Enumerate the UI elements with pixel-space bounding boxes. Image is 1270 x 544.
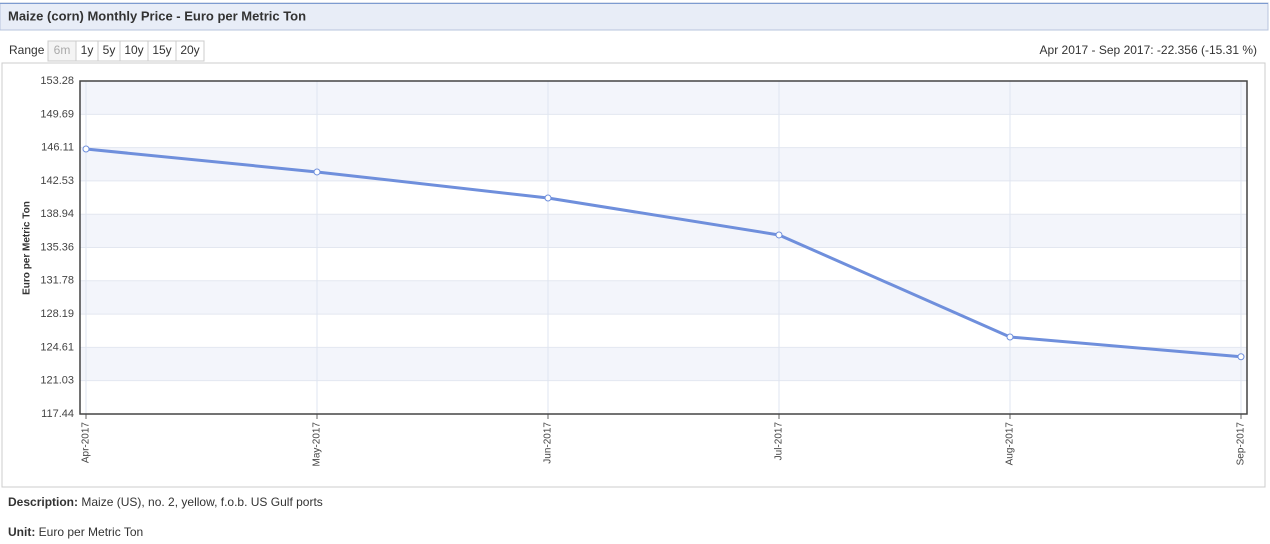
plot-band: [80, 81, 1247, 115]
y-axis-label: Euro per Metric Ton: [22, 201, 33, 295]
range-summary: Apr 2017 - Sep 2017: -22.356 (-15.31 %): [1040, 43, 1257, 57]
range-button[interactable]: 6m: [47, 40, 77, 62]
range-button[interactable]: 15y: [147, 40, 177, 62]
page-title: Maize (corn) Monthly Price - Euro per Me…: [8, 8, 306, 23]
description: Description: Maize (US), no. 2, yellow, …: [8, 495, 323, 509]
y-tick-label: 117.44: [41, 408, 74, 420]
point-marker: [82, 145, 90, 153]
y-tick-label: 146.11: [41, 142, 74, 154]
y-tick-label: 131.78: [40, 275, 74, 287]
plot-band: [80, 147, 1247, 181]
plot-band: [80, 347, 1247, 381]
x-tick-label: Jun-2017: [543, 422, 554, 464]
y-tick-label: 149.69: [40, 108, 74, 120]
point-marker: [544, 194, 552, 202]
plot-band: [80, 214, 1247, 248]
x-tick-label: Apr-2017: [81, 422, 92, 464]
series-line: [85, 147, 1242, 359]
x-tick-label: Aug-2017: [1005, 422, 1016, 466]
x-tick-label: Sep-2017: [1236, 422, 1247, 466]
point-marker: [1006, 333, 1014, 341]
chart-frame: [1, 62, 1266, 488]
range-button[interactable]: 5y: [97, 40, 121, 62]
point-marker: [775, 231, 783, 239]
header-bar: [0, 2, 1269, 31]
point-marker: [313, 168, 321, 176]
range-button-label: 5y: [103, 43, 116, 57]
plot-band: [80, 280, 1247, 315]
x-tick-label: May-2017: [312, 422, 323, 467]
y-tick-label: 121.03: [40, 375, 74, 387]
range-button-box: [175, 40, 205, 62]
y-tick-label: 135.36: [40, 241, 74, 253]
range-label: Range: [9, 43, 45, 57]
range-button-label: 20y: [180, 43, 199, 57]
range-button-label: 10y: [124, 43, 143, 57]
y-tick-label: 142.53: [40, 175, 74, 187]
point-marker: [1237, 353, 1245, 361]
y-tick-label: 138.94: [40, 208, 74, 220]
range-button[interactable]: 20y: [175, 40, 205, 62]
y-tick-label: 124.61: [40, 341, 74, 353]
x-tick-label: Jul-2017: [774, 422, 785, 461]
range-button-label: 1y: [81, 43, 94, 57]
range-button-label: 15y: [152, 43, 171, 57]
unit: Unit: Euro per Metric Ton: [8, 525, 143, 539]
y-tick-label: 153.28: [40, 75, 74, 87]
range-button[interactable]: 10y: [119, 40, 149, 62]
range-button-label: 6m: [54, 43, 71, 57]
range-button[interactable]: 1y: [75, 40, 99, 62]
y-tick-label: 128.19: [40, 308, 74, 320]
plot-border: [79, 80, 1248, 415]
